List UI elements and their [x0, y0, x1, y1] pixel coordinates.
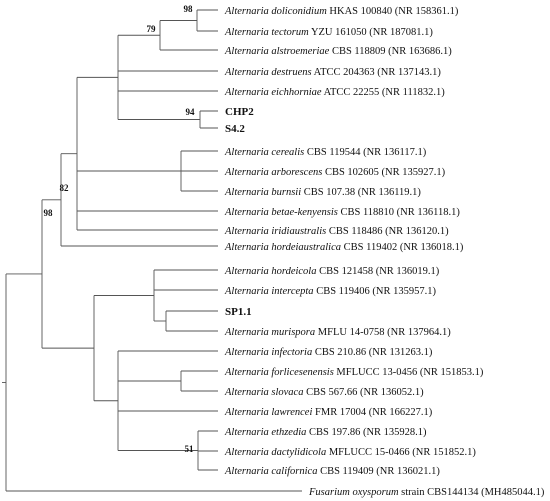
tip-accession: ATCC 22255 (NR 111832.1): [322, 87, 446, 98]
tip-accession: ATCC 204363 (NR 137143.1): [312, 67, 442, 78]
tip-accession: CBS 210.86 (NR 131263.1): [312, 347, 433, 358]
tip-labels: Alternaria doliconidium HKAS 100840 (NR …: [224, 6, 545, 498]
tip-species-name: Alternaria intercepta: [224, 286, 314, 297]
tip-label: Alternaria burnsii CBS 107.38 (NR 136119…: [224, 187, 421, 198]
tip-accession: strain CBS144134 (MH485044.1): [399, 487, 545, 498]
tip-species-name: Alternaria betae-kenyensis: [224, 207, 338, 218]
bootstrap-values: 98 79 94 82 98 51: [44, 4, 196, 454]
bootstrap-value: 98: [44, 208, 54, 218]
tip-species-name: Alternaria arborescens: [224, 167, 322, 178]
tip-accession: HKAS 100840 (NR 158361.1): [327, 6, 459, 17]
tip-label: Alternaria alstroemeriae CBS 118809 (NR …: [224, 46, 452, 57]
tip-species-name: Alternaria tectorum: [224, 27, 309, 38]
tip-accession: CBS 118809 (NR 163686.1): [329, 46, 452, 57]
tip-species-name: Alternaria burnsii: [224, 187, 301, 198]
tree-branches: [2, 9, 302, 492]
bootstrap-value: 94: [186, 107, 196, 117]
tip-label: Alternaria cerealis CBS 119544 (NR 13611…: [224, 147, 427, 158]
tip-label: Alternaria murispora MFLU 14-0758 (NR 13…: [224, 327, 451, 338]
tip-accession: CBS 119406 (NR 135957.1): [314, 286, 437, 297]
tip-species-name: Alternaria slovaca: [224, 387, 303, 398]
tip-species-name: Alternaria doliconidium: [224, 6, 327, 17]
tip-accession: CBS 119402 (NR 136018.1): [341, 242, 464, 253]
tip-label: Alternaria hordeicola CBS 121458 (NR 136…: [224, 266, 440, 277]
tip-accession: CBS 118810 (NR 136118.1): [338, 207, 461, 218]
tip-species-name: Alternaria destruens: [224, 67, 312, 78]
tip-label: Alternaria forlicesenensis MFLUCC 13-045…: [224, 367, 484, 378]
tip-accession: CBS 121458 (NR 136019.1): [316, 266, 439, 277]
tip-label: Alternaria arborescens CBS 102605 (NR 13…: [224, 167, 446, 178]
tip-label: Alternaria infectoria CBS 210.86 (NR 131…: [224, 347, 433, 358]
tip-label: Alternaria hordeiaustralica CBS 119402 (…: [224, 242, 464, 253]
tip-label: Alternaria intercepta CBS 119406 (NR 135…: [224, 286, 436, 297]
tip-species-name: Fusarium oxysporum: [308, 487, 399, 498]
tip-species-name: Alternaria hordeiaustralica: [224, 242, 341, 253]
tip-accession: CBS 107.38 (NR 136119.1): [301, 187, 421, 198]
bootstrap-value: 82: [60, 183, 70, 193]
tip-species-name: Alternaria hordeicola: [224, 266, 316, 277]
tip-accession: MFLUCC 13-0456 (NR 151853.1): [334, 367, 484, 378]
tip-label: S4.2: [225, 123, 245, 135]
tip-species-name: Alternaria infectoria: [224, 347, 312, 358]
tip-label: Alternaria californica CBS 119409 (NR 13…: [224, 466, 440, 477]
tip-species-name: Alternaria ethzedia: [224, 427, 306, 438]
tip-accession: CBS 197.86 (NR 135928.1): [306, 427, 427, 438]
tip-accession: MFLUCC 15-0466 (NR 151852.1): [326, 447, 476, 458]
tip-label: Alternaria iridiaustralis CBS 118486 (NR…: [224, 226, 449, 237]
tip-species-name: Alternaria murispora: [224, 327, 315, 338]
tip-species-name: Alternaria alstroemeriae: [224, 46, 330, 57]
tip-accession: CBS 567.66 (NR 136052.1): [303, 387, 424, 398]
tip-species-name: Alternaria lawrencei: [224, 407, 312, 418]
tip-species-name: Alternaria cerealis: [224, 147, 304, 158]
tip-label: Alternaria slovaca CBS 567.66 (NR 136052…: [224, 387, 424, 398]
tip-accession: CBS 118486 (NR 136120.1): [326, 226, 449, 237]
tip-label: Alternaria tectorum YZU 161050 (NR 18708…: [224, 27, 433, 38]
tip-species-name: Alternaria californica: [224, 466, 317, 477]
tip-label: Alternaria eichhorniae ATCC 22255 (NR 11…: [224, 87, 445, 98]
tip-accession: YZU 161050 (NR 187081.1): [309, 27, 434, 38]
tip-label: Alternaria betae-kenyensis CBS 118810 (N…: [224, 207, 460, 218]
tip-accession: MFLU 14-0758 (NR 137964.1): [315, 327, 451, 338]
tip-accession: FMR 17004 (NR 166227.1): [312, 407, 432, 418]
tip-label: Alternaria lawrencei FMR 17004 (NR 16622…: [224, 407, 433, 418]
tip-label: Alternaria dactylidicola MFLUCC 15-0466 …: [224, 447, 476, 458]
tip-label: Alternaria doliconidium HKAS 100840 (NR …: [224, 6, 459, 17]
tip-label: Alternaria destruens ATCC 204363 (NR 137…: [224, 67, 441, 78]
bootstrap-value: 98: [184, 4, 194, 14]
tip-species-name: Alternaria iridiaustralis: [224, 226, 326, 237]
bootstrap-value: 51: [185, 444, 195, 454]
tip-accession: CBS 102605 (NR 135927.1): [322, 167, 445, 178]
tip-species-name: Alternaria eichhorniae: [224, 87, 322, 98]
tip-accession: CBS 119544 (NR 136117.1): [304, 147, 427, 158]
tip-species-name: Alternaria dactylidicola: [224, 447, 326, 458]
tip-accession: CBS 119409 (NR 136021.1): [317, 466, 440, 477]
tip-label: CHP2: [225, 106, 254, 118]
tip-species-name: Alternaria forlicesenensis: [224, 367, 334, 378]
tip-label: SP1.1: [225, 306, 252, 318]
tip-label: Fusarium oxysporum strain CBS144134 (MH4…: [308, 487, 545, 498]
bootstrap-value: 79: [147, 24, 157, 34]
tip-label: Alternaria ethzedia CBS 197.86 (NR 13592…: [224, 427, 427, 438]
